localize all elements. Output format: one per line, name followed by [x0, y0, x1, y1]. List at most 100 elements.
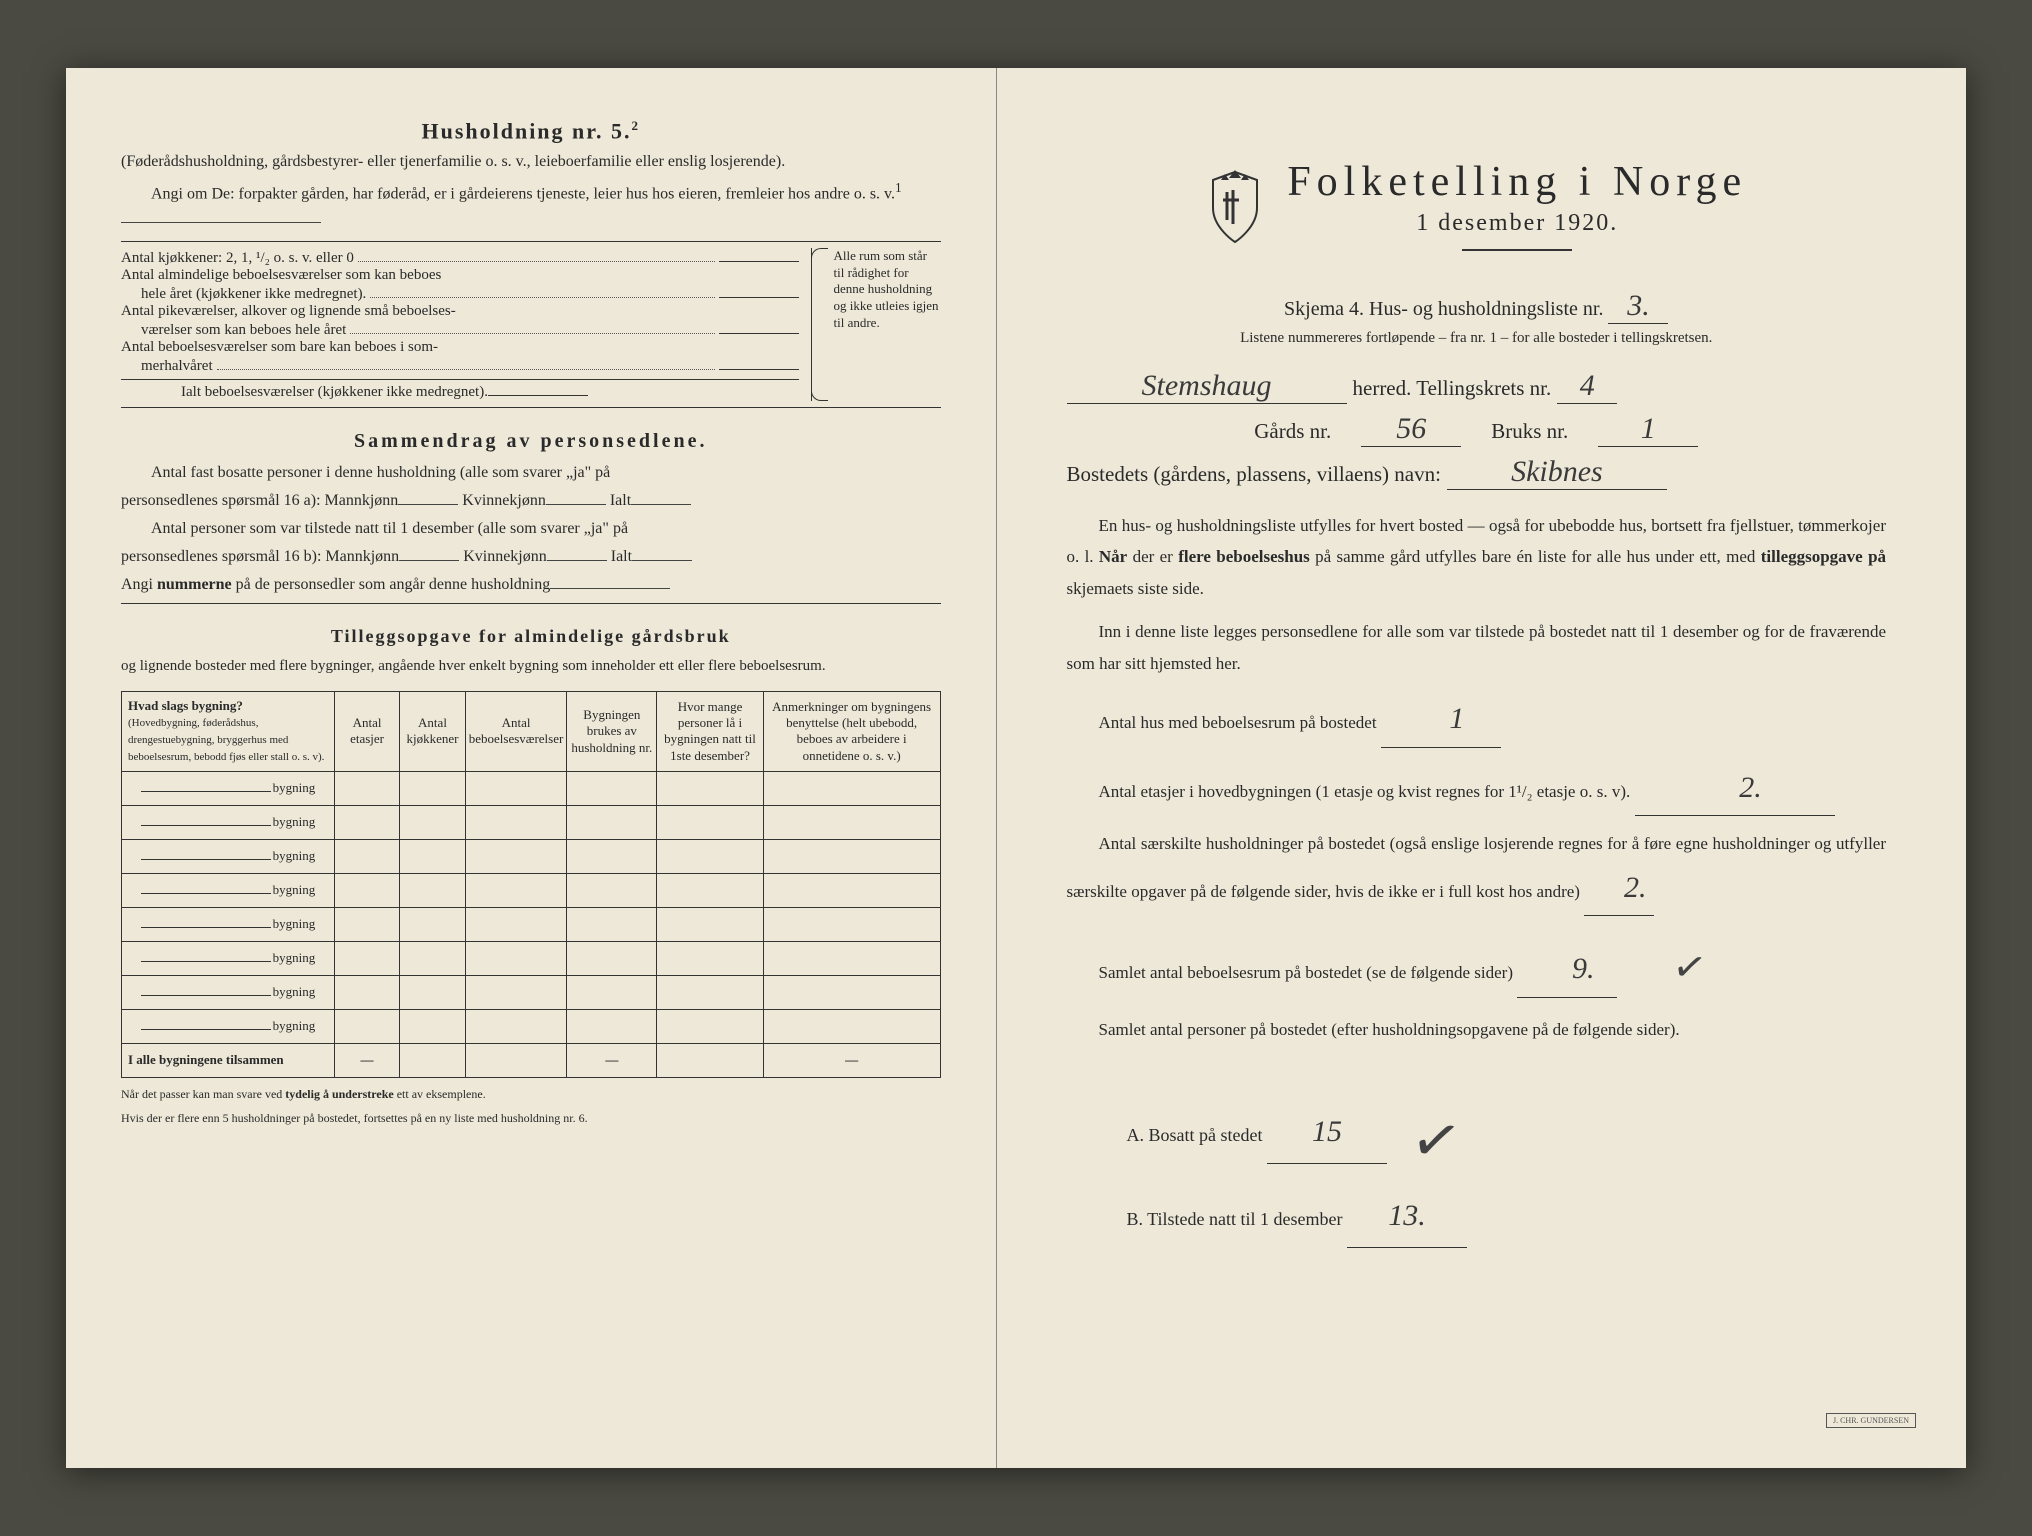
- k4-val: [719, 356, 799, 370]
- th6: Hvor mange personer lå i bygningen natt …: [657, 692, 763, 772]
- line-a: A. Bosatt på stedet 15 ✓: [1127, 1058, 1887, 1184]
- left-page: Husholdning nr. 5.2 (Føderådshusholdning…: [66, 68, 997, 1468]
- k1-val: [719, 248, 799, 262]
- table-row: bygning: [122, 805, 941, 839]
- byg-cell: bygning: [122, 839, 335, 873]
- kitchen-block: Antal kjøkkener: 2, 1, ¹/₂ o. s. v. elle…: [121, 241, 941, 408]
- kitchen-lines: Antal kjøkkener: 2, 1, ¹/₂ o. s. v. elle…: [121, 248, 799, 401]
- f1c: ett av eksemplene.: [397, 1087, 486, 1101]
- q4: Samlet antal beboelsesrum på bostedet (s…: [1067, 928, 1887, 1002]
- kv2-blank: [547, 547, 607, 561]
- para-1: En hus- og husholdningsliste utfylles fo…: [1067, 510, 1887, 604]
- k5-val: [488, 382, 588, 396]
- herred-value: Stemshaug: [1067, 369, 1347, 404]
- q1-value: 1: [1449, 702, 1464, 735]
- heading-sup: 2: [632, 118, 641, 133]
- tillegg-sub: og lignende bosteder med flere bygninger…: [121, 655, 941, 678]
- k3b: værelser som kan beboes hele året: [121, 320, 799, 339]
- qa-value: 15: [1312, 1115, 1342, 1148]
- k2a-label: Antal almindelige beboelsesværelser som …: [121, 267, 441, 284]
- footnote-1: Når det passer kan man svare ved tydelig…: [121, 1086, 941, 1102]
- byg-cell: bygning: [122, 941, 335, 975]
- bosted-label: Bostedets (gårdens, plassens, villaens) …: [1067, 462, 1441, 487]
- q1-label: Antal hus med beboelsesrum på bostedet: [1099, 713, 1377, 732]
- qb-label: B. Tilstede natt til 1 desember: [1127, 1209, 1343, 1229]
- footnote-2: Hvis der er flere enn 5 husholdninger på…: [121, 1110, 941, 1126]
- intro-2-text: Angi om De: forpakter gården, har føderå…: [151, 186, 895, 203]
- th2: Antal etasjer: [334, 692, 399, 772]
- herred-line: Stemshaug herred. Tellingskrets nr. 4: [1067, 369, 1887, 404]
- heading-text: Husholdning nr. 5.: [421, 118, 631, 143]
- s1b: personsedlenes spørsmål 16 a): Mannkjønn: [121, 492, 398, 509]
- household-heading: Husholdning nr. 5.2: [121, 118, 941, 144]
- right-page: Folketelling i Norge 1 desember 1920. Sk…: [997, 68, 1967, 1468]
- intro-2-sup: 1: [895, 180, 902, 195]
- angi-rest: på de personsedler som angår denne husho…: [236, 576, 551, 593]
- divider: [121, 379, 799, 380]
- k3-val: [719, 320, 799, 334]
- byg-lbl: bygning: [273, 848, 316, 863]
- ialt2-label: Ialt: [611, 548, 632, 565]
- ialt2-blank: [632, 547, 692, 561]
- skjema-line: Skjema 4. Hus- og husholdningsliste nr. …: [1067, 289, 1887, 324]
- s2a: Antal personer som var tilstede natt til…: [151, 520, 628, 537]
- gards-nr: 56: [1361, 412, 1461, 447]
- table-row: bygning: [122, 941, 941, 975]
- main-title: Folketelling i Norge: [1287, 158, 1747, 206]
- sammen-1: Antal fast bosatte personer i denne hush…: [121, 461, 941, 485]
- document-spread: Husholdning nr. 5.2 (Føderådshusholdning…: [66, 68, 1966, 1468]
- p1c: der er: [1133, 547, 1173, 566]
- k2b: hele året (kjøkkener ikke medregnet).: [121, 284, 799, 303]
- k1-label: Antal kjøkkener: 2, 1, ¹/₂ o. s. v. elle…: [121, 250, 354, 267]
- table-row: bygning: [122, 771, 941, 805]
- dots: [358, 252, 715, 262]
- dash: —: [334, 1043, 399, 1077]
- k5: Ialt beboelsesværelser (kjøkkener ikke m…: [121, 382, 799, 401]
- k3b-label: værelser som kan beboes hele året: [121, 322, 346, 339]
- q2: Antal etasjer i hovedbygningen (1 etasje…: [1067, 760, 1887, 817]
- th3: Antal kjøkkener: [400, 692, 465, 772]
- k2b-label: hele året (kjøkkener ikke medregnet).: [121, 286, 366, 303]
- byg-cell: bygning: [122, 771, 335, 805]
- brace-text: Alle rum som står til rådighet for denne…: [824, 248, 941, 332]
- line-b: B. Tilstede natt til 1 desember 13.: [1127, 1184, 1887, 1248]
- intro-blank: [121, 209, 321, 223]
- tillegg-table: Hvad slags bygning? (Hovedbygning, føder…: [121, 691, 941, 1078]
- krets-nr: 4: [1557, 369, 1617, 404]
- s1a: Antal fast bosatte personer i denne hush…: [151, 464, 610, 481]
- th4: Antal beboelsesværelser: [465, 692, 567, 772]
- s2b: personsedlenes spørsmål 16 b): Mannkjønn: [121, 548, 399, 565]
- qa-label: A. Bosatt på stedet: [1127, 1125, 1263, 1145]
- q1: Antal hus med beboelsesrum på bostedet 1: [1067, 691, 1887, 748]
- dash: —: [567, 1043, 657, 1077]
- title-rule: [1462, 249, 1572, 251]
- coat-of-arms-icon: [1205, 170, 1265, 251]
- table-row: bygning: [122, 1009, 941, 1043]
- f1a: Når det passer kan man svare ved: [121, 1087, 282, 1101]
- gards-label: Gårds nr.: [1254, 419, 1331, 444]
- byg-lbl: bygning: [273, 1018, 316, 1033]
- kv2-label: Kvinnekjønn: [463, 548, 547, 565]
- th7: Anmerkninger om bygningens benyttelse (h…: [763, 692, 940, 772]
- sum-label: I alle bygningene tilsammen: [122, 1043, 335, 1077]
- p1g: skjemaets siste side.: [1067, 579, 1204, 598]
- kv-blank: [546, 491, 606, 505]
- dots: [350, 324, 714, 334]
- k3a-label: Antal pikeværelser, alkover og lignende …: [121, 303, 456, 320]
- angi: Angi: [121, 576, 153, 593]
- printer-stamp: J. CHR. GUNDERSEN: [1826, 1413, 1916, 1428]
- q3: Antal særskilte husholdninger på bostede…: [1067, 828, 1887, 916]
- byg-cell: bygning: [122, 907, 335, 941]
- nummerne: nummerne: [157, 576, 232, 593]
- subtitle: 1 desember 1920.: [1287, 210, 1747, 237]
- sammen-1b: personsedlenes spørsmål 16 a): Mannkjønn…: [121, 489, 941, 513]
- ialt-label: Ialt: [610, 492, 631, 509]
- q4-value: 9.: [1572, 952, 1595, 985]
- ab-block: A. Bosatt på stedet 15 ✓ B. Tilstede nat…: [1127, 1058, 1887, 1248]
- p1d: flere beboelseshus: [1178, 547, 1310, 566]
- k1: Antal kjøkkener: 2, 1, ¹/₂ o. s. v. elle…: [121, 248, 799, 267]
- k3a: Antal pikeværelser, alkover og lignende …: [121, 303, 799, 320]
- title-block: Folketelling i Norge 1 desember 1920.: [1287, 158, 1747, 263]
- mk-blank: [398, 491, 458, 505]
- k2a: Antal almindelige beboelsesværelser som …: [121, 267, 799, 284]
